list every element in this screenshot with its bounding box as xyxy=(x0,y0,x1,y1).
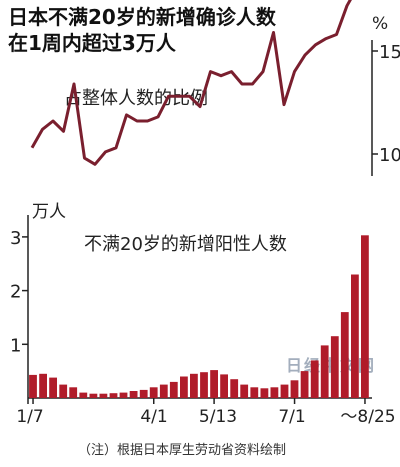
line-series xyxy=(30,0,352,166)
line-unit-label: % xyxy=(372,14,389,34)
bar xyxy=(300,371,309,398)
bar-x-tick-label: 4/1 xyxy=(140,407,167,427)
line-chart: 101520 xyxy=(30,0,400,176)
bar-x-tick-label: ～8/25 xyxy=(340,407,395,427)
bar xyxy=(340,312,349,398)
bar-x-tick-label: 5/13 xyxy=(199,407,237,427)
bar-y-tick-label: 3 xyxy=(10,228,21,249)
bar xyxy=(330,336,339,398)
bar-x-tick-label: 7/1 xyxy=(278,407,305,427)
bar-chart: 1 2 3 1/7 4/1 5/13 7/1 ～8/25 xyxy=(10,215,396,427)
bar xyxy=(180,376,188,398)
bar xyxy=(190,373,198,398)
bar xyxy=(109,393,118,398)
bar xyxy=(139,389,148,398)
bar xyxy=(220,374,228,398)
bar-unit-label: 万人 xyxy=(32,202,66,222)
bar xyxy=(159,384,168,398)
bar xyxy=(79,392,88,398)
bar xyxy=(59,384,68,398)
bar xyxy=(119,392,128,398)
chart-title-line-1: 日本不满20岁的新增确诊人数 xyxy=(8,5,276,29)
bar xyxy=(351,274,359,398)
bar xyxy=(49,377,57,398)
bar xyxy=(280,384,289,398)
bar-x-tick-label: 1/7 xyxy=(16,407,43,427)
bar xyxy=(169,381,178,398)
chart-title-line-2: 在1周内超过3万人 xyxy=(8,31,176,55)
bar xyxy=(310,360,319,398)
bar xyxy=(149,387,158,398)
line-y-tick-label: 15 xyxy=(379,42,400,63)
bar xyxy=(89,393,98,398)
bar xyxy=(250,387,259,398)
bar xyxy=(260,388,269,398)
bar xyxy=(129,391,138,398)
bar xyxy=(270,387,279,398)
bar xyxy=(210,370,218,398)
bar xyxy=(29,374,37,398)
bar-y-tick-label: 2 xyxy=(10,282,21,303)
bar xyxy=(230,379,239,398)
bar xyxy=(69,387,78,398)
line-chart-caption: 占整体人数的比例 xyxy=(64,88,208,109)
bar xyxy=(290,380,299,398)
bar-y-tick-label: 1 xyxy=(10,335,21,356)
bar xyxy=(361,235,369,398)
bar xyxy=(200,372,208,398)
bar-chart-caption: 不满20岁的新增阳性人数 xyxy=(84,234,287,255)
bar xyxy=(320,345,329,398)
line-y-tick-label: 10 xyxy=(379,145,400,166)
source-note: （注）根据日本厚生劳动省资料绘制 xyxy=(78,443,287,458)
bar xyxy=(240,384,249,398)
bar xyxy=(99,393,108,398)
bar xyxy=(39,373,47,398)
